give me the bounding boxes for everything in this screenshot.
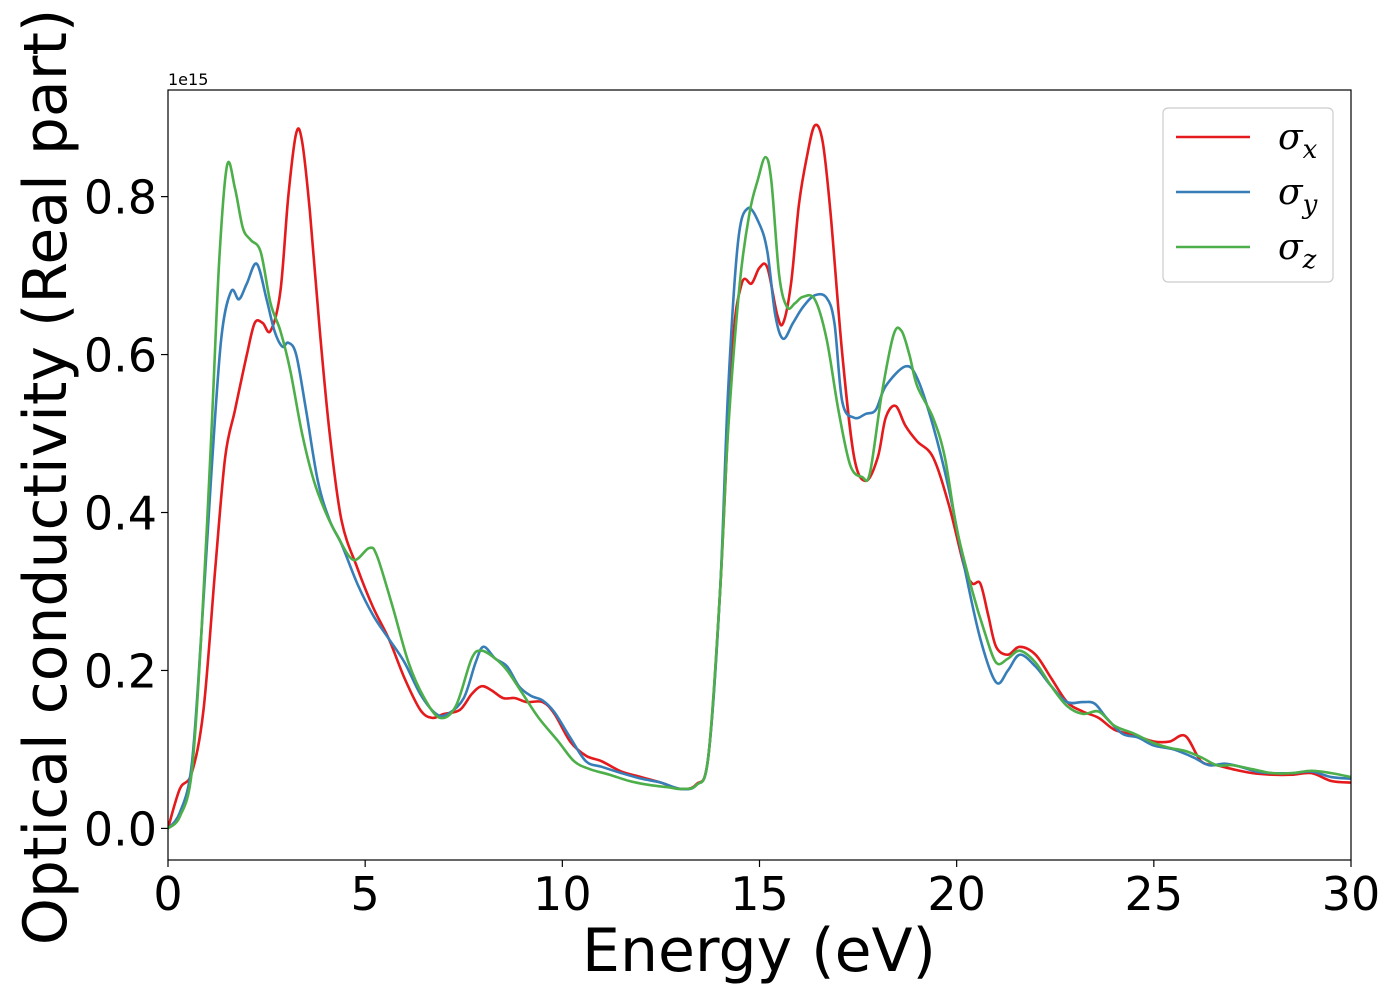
x-tick-label: 15 [730, 867, 789, 921]
legend-label-y: σy [1278, 172, 1318, 220]
y-tick-label: 0.0 [84, 802, 157, 856]
series-layer [168, 123, 1351, 830]
x-tick-label: 10 [533, 867, 592, 921]
x-tick-label: 5 [351, 867, 380, 921]
y-tick-label: 0.6 [84, 329, 157, 383]
legend: σx σy σz [1162, 107, 1334, 283]
legend-label-x: σx [1278, 117, 1318, 165]
y-axis: 0.0 0.2 0.4 0.6 0.8 [84, 171, 168, 856]
legend-label-z: σz [1278, 227, 1317, 275]
y-offset-text: 1e15 [168, 70, 208, 89]
x-tick-label: 0 [153, 867, 182, 921]
y-tick-label: 0.2 [84, 644, 157, 698]
legend-box [1162, 107, 1334, 283]
x-tick-label: 25 [1125, 867, 1184, 921]
series-line-z [168, 155, 1351, 830]
x-tick-label: 20 [927, 867, 986, 921]
x-tick-label: 30 [1322, 867, 1381, 921]
y-tick-label: 0.4 [84, 487, 157, 541]
x-axis: 0 5 10 15 20 25 30 [153, 860, 1380, 921]
y-tick-label: 0.8 [84, 171, 157, 225]
y-axis-label: Optical conductivity (Real part) [11, 9, 81, 946]
x-axis-label: Energy (eV) [582, 916, 936, 986]
